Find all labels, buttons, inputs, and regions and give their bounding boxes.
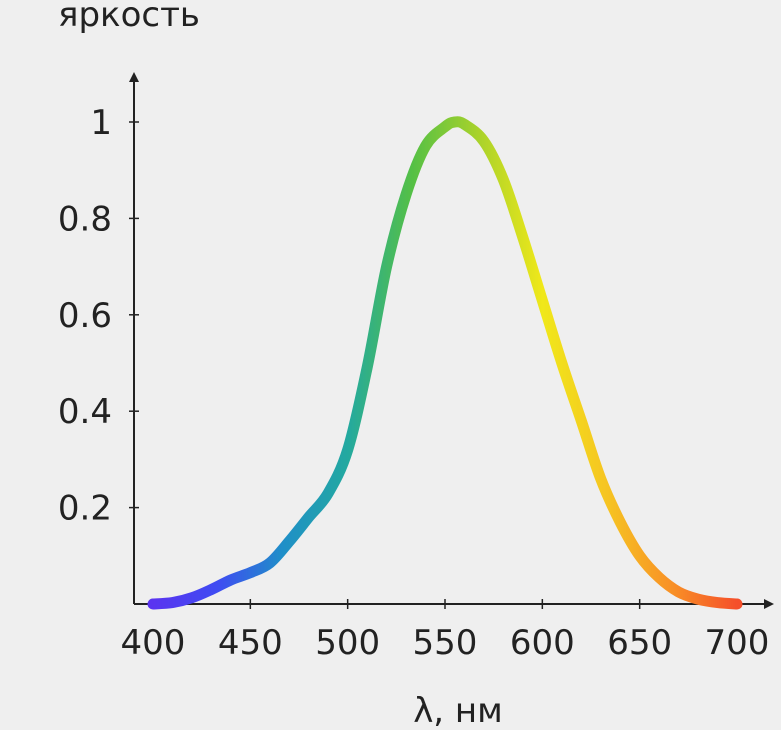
x-axis-arrow — [764, 599, 774, 609]
x-tick-label: 450 — [218, 623, 283, 663]
y-tick-label: 0.6 — [58, 296, 112, 336]
x-tick-label: 500 — [315, 623, 380, 663]
ticks — [129, 121, 738, 609]
y-tick-label: 0.8 — [58, 199, 112, 239]
axes — [129, 72, 774, 609]
y-axis-arrow — [129, 72, 139, 82]
x-tick-label: 550 — [413, 623, 478, 663]
x-tick-label: 700 — [705, 623, 770, 663]
x-axis-label: λ, нм — [413, 691, 503, 730]
y-tick-label: 0.2 — [58, 489, 112, 529]
x-tick-label: 600 — [510, 623, 575, 663]
y-tick-label: 0.4 — [58, 392, 112, 432]
tick-labels: 400 450 500 550 600 650 700 0.2 0.4 0.6 0.8 1 — [58, 103, 770, 663]
x-tick-label: 400 — [121, 623, 186, 663]
x-tick-label: 650 — [607, 623, 672, 663]
luminosity-curve — [147, 116, 743, 610]
y-axis-label: яркость — [58, 0, 200, 35]
y-tick-label: 1 — [90, 103, 112, 143]
